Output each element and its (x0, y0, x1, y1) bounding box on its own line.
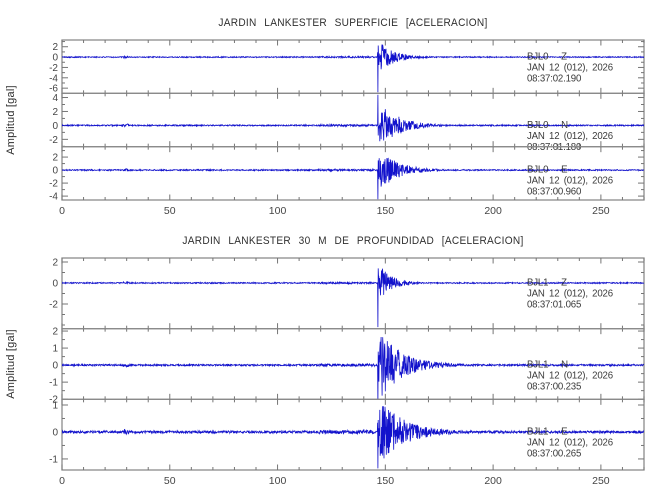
trace-station-label: BJL0 Z (527, 51, 567, 62)
trace-station-label: BJL1 N (527, 359, 568, 370)
y-tick-label: 0 (52, 53, 58, 64)
trace-date-label: JAN 12 (012), 2026 (527, 62, 613, 73)
panel-title-profundidad: JARDIN LANKESTER 30 M DE PROFUNDIDAD [AC… (182, 235, 524, 247)
y-tick-label: 2 (52, 107, 58, 118)
y-tick-label: -4 (49, 73, 58, 84)
x-tick-label: 250 (592, 205, 610, 217)
x-tick-label: 100 (269, 475, 287, 487)
y-tick-label: 0 (52, 278, 58, 289)
x-tick-label: 150 (377, 475, 395, 487)
y-tick-label: 0 (52, 121, 58, 132)
trace-date-label: JAN 12 (012), 2026 (527, 131, 613, 142)
trace-time-label: 08:37:01.065 (527, 299, 582, 310)
trace-station-label: BJL0 N (527, 120, 568, 131)
tick-marks (61, 399, 645, 470)
y-tick-label: -2 (49, 299, 58, 310)
y-tick-label: -4 (49, 192, 58, 203)
y-tick-label: -1 (49, 454, 58, 465)
y-tick-label: 0 (52, 166, 58, 177)
waveform (62, 44, 644, 93)
trace-time-label: 08:37:02.190 (527, 73, 582, 84)
x-tick-label: 50 (164, 205, 176, 217)
waveform (62, 336, 644, 400)
x-tick-label: 150 (377, 205, 395, 217)
y-tick-label: 0 (52, 427, 58, 438)
y-tick-label: -6 (49, 84, 58, 95)
x-tick-label: 0 (59, 205, 65, 217)
x-tick-label: 100 (269, 205, 287, 217)
waveform (62, 406, 644, 469)
y-tick-label: 2 (52, 327, 58, 338)
x-tick-label: 200 (484, 475, 502, 487)
y-tick-label: 0 (52, 361, 58, 372)
y-tick-label: 1 (52, 400, 58, 411)
x-tick-label: 250 (592, 475, 610, 487)
waveform (62, 157, 644, 200)
y-tick-label: -2 (49, 179, 58, 190)
waveform (62, 268, 644, 328)
trace-frame (61, 146, 645, 201)
trace-station-label: BJL1 Z (527, 277, 567, 288)
x-tick-label: 50 (164, 475, 176, 487)
y-tick-label: -2 (49, 395, 58, 406)
trace-date-label: JAN 12 (012), 2026 (527, 288, 613, 299)
y-tick-label: 4 (52, 93, 58, 104)
trace-date-label: JAN 12 (012), 2026 (527, 437, 613, 448)
trace-station-label: BJL1 E (527, 426, 568, 437)
trace-frame (61, 398, 645, 471)
trace-time-label: 08:37:00.960 (527, 186, 582, 197)
waveform (62, 94, 644, 142)
y-tick-label: -2 (49, 63, 58, 74)
x-tick-label: 200 (484, 205, 502, 217)
trace-time-label: 08:37:00.265 (527, 448, 582, 459)
y-tick-label: -2 (49, 135, 58, 146)
trace-date-label: JAN 12 (012), 2026 (527, 370, 613, 381)
trace-date-label: JAN 12 (012), 2026 (527, 175, 613, 186)
y-tick-label: -1 (49, 378, 58, 389)
y-tick-label: 2 (52, 257, 58, 268)
y-tick-label: 2 (52, 153, 58, 164)
y-tick-label: 1 (52, 344, 58, 355)
y-tick-label: 2 (52, 42, 58, 53)
trace-time-label: 08:37:00.235 (527, 381, 582, 392)
x-tick-label: 0 (59, 475, 65, 487)
panel-title-superficie: JARDIN LANKESTER SUPERFICIE [ACELERACION… (218, 17, 488, 29)
trace-station-label: BJL0 E (527, 164, 568, 175)
